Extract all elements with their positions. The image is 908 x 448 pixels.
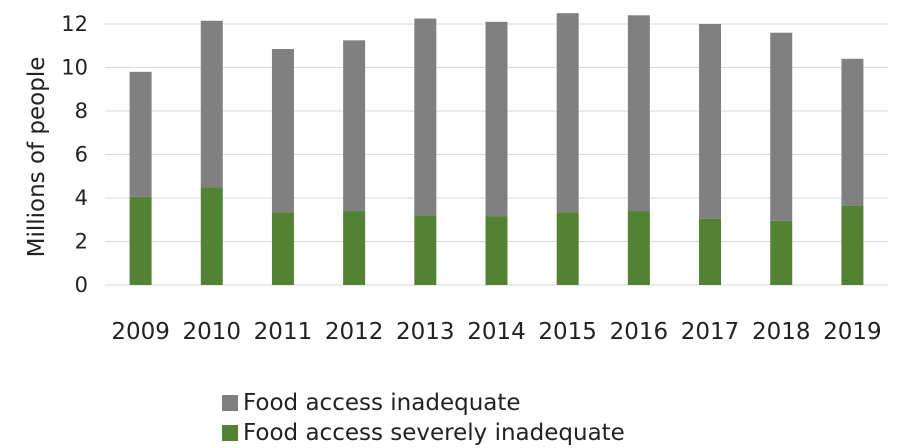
y-tick-label: 2	[75, 230, 88, 254]
bar-2018-severely-inadequate	[770, 220, 793, 285]
legend-item-severely-inadequate: Food access severely inadequate	[222, 418, 625, 448]
x-tick-label: 2019	[823, 319, 882, 345]
x-tick-label: 2014	[467, 319, 526, 345]
bar-2017-inadequate	[699, 24, 722, 219]
bar-2016-inadequate	[627, 15, 650, 212]
bar-2019-inadequate	[841, 58, 864, 206]
y-tick-label: 6	[75, 143, 88, 167]
x-tick-label: 2011	[254, 319, 313, 345]
y-tick-label: 8	[75, 99, 88, 123]
bar-2013-inadequate	[414, 18, 437, 216]
x-tick-label: 2017	[681, 319, 740, 345]
y-tick-label: 10	[61, 56, 88, 80]
bar-2018-inadequate	[770, 32, 793, 221]
bar-2015-inadequate	[556, 13, 579, 213]
bar-2015-severely-inadequate	[556, 212, 579, 285]
legend: Food access inadequate Food access sever…	[222, 388, 625, 448]
bar-2019-severely-inadequate	[841, 205, 864, 285]
legend-label-severely-inadequate: Food access severely inadequate	[243, 420, 625, 446]
legend-swatch-inadequate	[222, 395, 238, 411]
x-tick-label: 2015	[538, 319, 597, 345]
x-tick-label: 2016	[610, 319, 669, 345]
x-tick-label: 2018	[752, 319, 811, 345]
x-tick-label: 2013	[396, 319, 455, 345]
bar-2016-severely-inadequate	[627, 211, 650, 285]
legend-label-inadequate: Food access inadequate	[243, 390, 521, 416]
y-tick-label: 0	[75, 273, 88, 297]
bar-2010-inadequate	[200, 20, 223, 188]
y-tick-labels: 0 2 4 6 8 10 12	[61, 12, 88, 297]
legend-swatch-severely-inadequate	[222, 425, 238, 441]
y-tick-label: 12	[61, 12, 88, 36]
bar-2017-severely-inadequate	[699, 218, 722, 285]
x-tick-labels: 2009 2010 2011 2012 2013 2014 2015 2016 2017 2018…	[111, 319, 881, 345]
bar-2009-inadequate	[129, 71, 152, 197]
legend-item-inadequate: Food access inadequate	[222, 388, 625, 418]
bar-2012-inadequate	[343, 40, 366, 212]
bar-2013-severely-inadequate	[414, 215, 437, 285]
bar-2012-severely-inadequate	[343, 211, 366, 285]
x-tick-label: 2010	[182, 319, 241, 345]
bars	[129, 13, 864, 285]
bar-2014-inadequate	[485, 21, 508, 217]
bar-2009-severely-inadequate	[129, 196, 152, 285]
bar-2010-severely-inadequate	[200, 187, 223, 285]
bar-2014-severely-inadequate	[485, 216, 508, 285]
x-tick-label: 2012	[325, 319, 384, 345]
y-axis-title: Millions of people	[24, 57, 50, 258]
bar-2011-inadequate	[271, 49, 294, 213]
y-tick-label: 4	[75, 186, 88, 210]
x-tick-label: 2009	[111, 319, 170, 345]
bar-2011-severely-inadequate	[271, 212, 294, 285]
